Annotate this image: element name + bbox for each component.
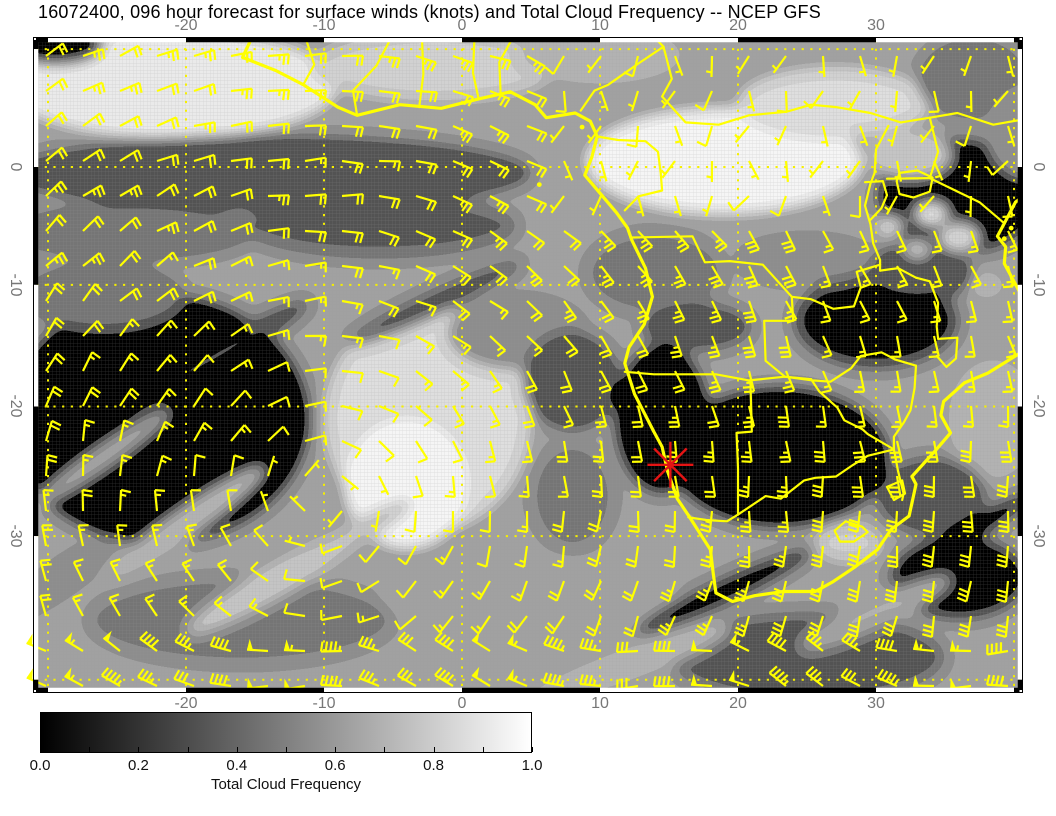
colorbar-minor-tick: [286, 747, 287, 752]
lat-tick-label-left: -30: [7, 524, 24, 548]
lat-tick-label-left: 0: [7, 162, 24, 172]
lat-tick-label-right: 0: [1030, 162, 1047, 172]
colorbar-minor-tick: [187, 747, 189, 752]
colorbar-tick-label: 0.4: [226, 757, 248, 774]
wind-barbs: [26, 42, 1019, 691]
colorbar-minor-tick: [138, 747, 140, 752]
colorbar-tick-label: 0.8: [423, 757, 445, 774]
lon-tick-label-top: 0: [457, 17, 467, 34]
figure-title: 16072400, 096 hour forecast for surface …: [38, 2, 821, 22]
colorbar-label: Total Cloud Frequency: [210, 776, 362, 793]
colorbar-tick-label: 0.0: [29, 757, 51, 774]
colorbar-minor-tick: [236, 747, 238, 752]
colorbar-minor-tick: [335, 747, 337, 752]
colorbar-minor-tick: [384, 747, 386, 752]
cloud-frequency-field: [36, 40, 1020, 690]
colorbar-minor-tick: [89, 747, 91, 752]
lon-tick-label-top: 20: [729, 17, 747, 34]
islands: [536, 124, 1014, 242]
lon-tick-label-top: -20: [174, 17, 198, 34]
raster-grid-texture: [36, 40, 1020, 690]
country-borders: [302, 40, 1020, 543]
colorbar-gradient: [40, 712, 532, 753]
lat-tick-label-right: -30: [1030, 524, 1047, 548]
lon-tick-label-bottom: 10: [591, 695, 609, 712]
lon-tick-label-bottom: -10: [312, 695, 336, 712]
lon-tick-label-bottom: 0: [457, 695, 467, 712]
colorbar-minor-tick: [532, 747, 533, 752]
colorbar-tick-label: 0.6: [324, 757, 346, 774]
colorbar-minor-tick: [482, 747, 484, 752]
site-marker-asterisk: [647, 441, 694, 488]
lat-tick-label-right: -20: [1030, 394, 1047, 419]
colorbar-tick-label: 1.0: [521, 757, 543, 774]
lon-tick-label-bottom: -20: [174, 695, 198, 712]
lat-tick-label-right: -10: [1030, 273, 1047, 297]
lon-tick-label-bottom: 30: [867, 695, 885, 712]
lon-tick-label-top: 30: [867, 17, 885, 34]
lon-tick-label-top: -10: [312, 17, 336, 34]
colorbar-tick-label: 0.2: [127, 757, 149, 774]
lat-tick-label-left: -10: [7, 273, 24, 297]
map-frame: [33, 37, 1023, 693]
lon-tick-label-top: 10: [591, 17, 609, 34]
lon-tick-label-bottom: 20: [729, 695, 747, 712]
lat-tick-label-left: -20: [7, 394, 24, 419]
colorbar-minor-tick: [433, 747, 435, 752]
